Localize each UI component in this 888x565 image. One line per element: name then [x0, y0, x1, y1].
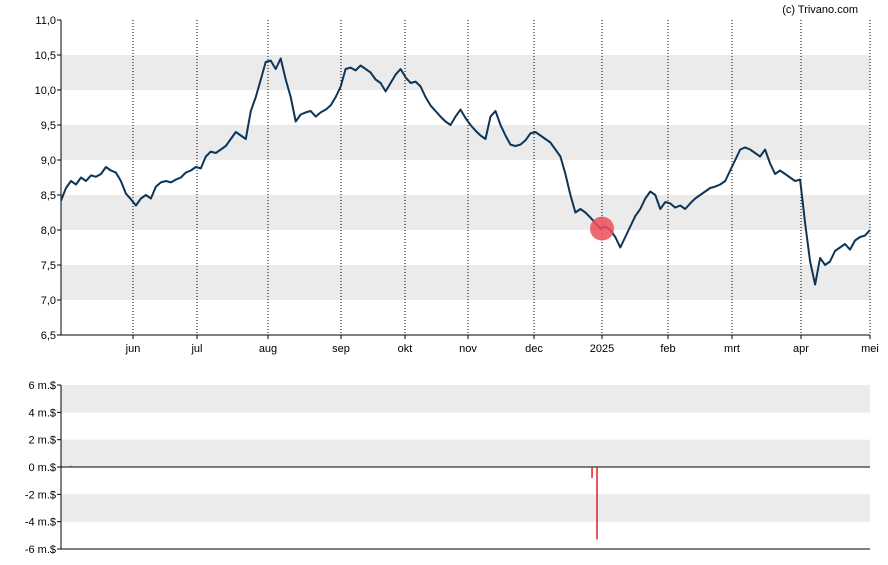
grid-band: [61, 494, 870, 522]
price-line: [60, 57, 871, 286]
volume-bar: [596, 467, 598, 540]
y-tick-label: 10,0: [35, 85, 56, 97]
grid-band: [61, 265, 870, 300]
y-tick-label: 7,5: [41, 260, 56, 272]
x-tick-label: aug: [259, 343, 277, 355]
y-tick-label: -2 m.$: [25, 489, 56, 501]
y-tick-label: 0 m.$: [28, 462, 56, 474]
highlight-marker: [590, 216, 614, 241]
y-tick-label: 4 m.$: [28, 407, 56, 419]
x-tick-label: dec: [525, 343, 543, 355]
grid-band: [61, 125, 870, 160]
copyright-label: (c) Trivano.com: [782, 4, 858, 16]
y-tick-label: 10,5: [35, 50, 56, 62]
y-tick-label: 9,0: [41, 155, 56, 167]
y-tick-label: 11,0: [35, 15, 56, 27]
volume-bar: [591, 467, 593, 478]
grid-band: [61, 385, 870, 413]
price-panel: 6,5 7,0 7,5 8,0 8,5 9,0 9,5 10,0 10,5 11,0 jun jul a…: [35, 15, 879, 355]
y-tick-label: 6,5: [41, 330, 56, 342]
y-tick-label: 8,5: [41, 190, 56, 202]
y-tick-label: -4 m.$: [25, 517, 56, 529]
x-tick-label: jul: [190, 343, 202, 355]
x-tick-label: apr: [793, 343, 809, 355]
y-tick-label: 9,5: [41, 120, 56, 132]
x-tick-label: mei: [861, 343, 879, 355]
x-tick-label: 2025: [590, 343, 614, 355]
x-tick-label: okt: [398, 343, 413, 355]
grid-band: [61, 439, 870, 467]
x-tick-label: sep: [332, 343, 350, 355]
volume-bar: [70, 465, 72, 467]
x-tick-label: jun: [125, 343, 141, 355]
y-tick-label: 7,0: [41, 295, 56, 307]
x-tick-label: mrt: [724, 343, 740, 355]
x-tick-label: nov: [459, 343, 477, 355]
y-tick-label: 6 m.$: [28, 380, 56, 392]
grid-band: [61, 195, 870, 230]
x-tick-label: feb: [660, 343, 675, 355]
grid-band: [61, 55, 870, 90]
volume-panel: 6 m.$ 4 m.$ 2 m.$ 0 m.$ -2 m.$ -4 m.$ -6 m.$: [25, 380, 870, 556]
y-tick-label: 2 m.$: [28, 435, 56, 447]
y-tick-label: 8,0: [41, 225, 56, 237]
y-tick-label: -6 m.$: [25, 544, 56, 556]
